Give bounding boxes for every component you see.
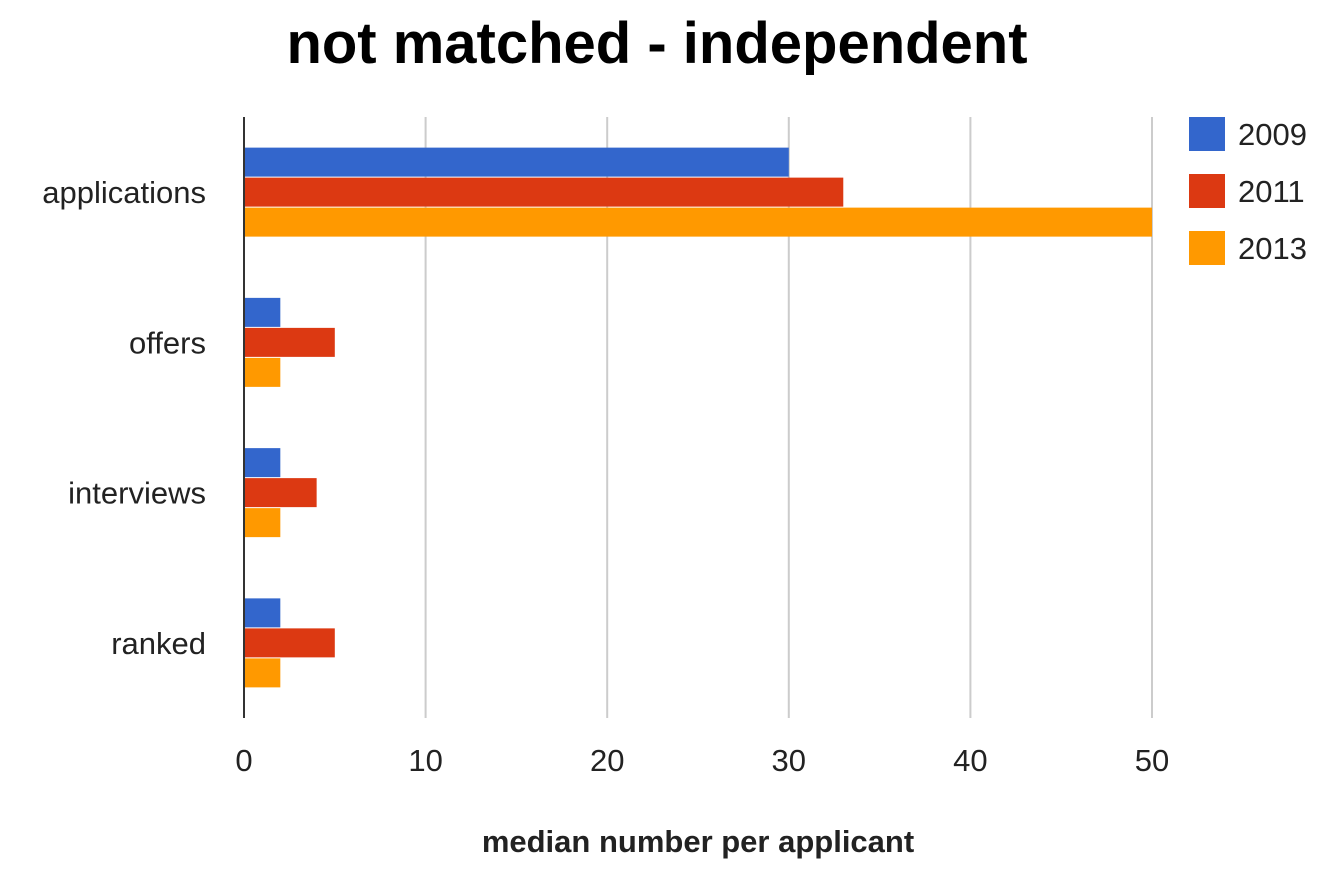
bar-2009-ranked xyxy=(244,598,281,628)
bar-2013-applications xyxy=(244,207,1152,237)
x-tick-label: 10 xyxy=(408,743,442,778)
x-tick-label: 0 xyxy=(235,743,252,778)
bar-2011-interviews xyxy=(244,478,317,508)
legend: 2009 2011 2013 xyxy=(1189,117,1307,266)
gridlines xyxy=(424,117,1153,718)
x-tick-label: 50 xyxy=(1135,743,1169,778)
legend-swatch-2009 xyxy=(1189,117,1225,151)
category-labels: applications offers interviews ranked xyxy=(42,175,206,661)
chart-title: not matched - independent xyxy=(286,11,1027,76)
x-axis-label: median number per applicant xyxy=(482,824,914,859)
category-label: ranked xyxy=(111,626,206,661)
legend-swatch-2011 xyxy=(1189,174,1225,208)
legend-swatch-2013 xyxy=(1189,231,1225,265)
category-label: offers xyxy=(129,325,206,360)
x-tick-label: 40 xyxy=(953,743,987,778)
category-label: applications xyxy=(42,175,206,210)
category-label: interviews xyxy=(68,476,206,511)
legend-label: 2009 xyxy=(1238,117,1307,152)
x-tick-label: 30 xyxy=(772,743,806,778)
x-tick-labels: 0 10 20 30 40 50 xyxy=(235,743,1169,778)
bar-2013-ranked xyxy=(244,658,281,688)
x-tick-label: 20 xyxy=(590,743,624,778)
bar-2013-interviews xyxy=(244,508,281,538)
legend-label: 2011 xyxy=(1238,174,1305,209)
bar-2011-ranked xyxy=(244,628,335,658)
bars xyxy=(244,147,1152,688)
bar-2009-applications xyxy=(244,147,789,177)
bar-2013-offers xyxy=(244,357,281,387)
bar-2011-offers xyxy=(244,327,335,357)
legend-label: 2013 xyxy=(1238,231,1307,266)
bar-2009-interviews xyxy=(244,448,281,478)
bar-2009-offers xyxy=(244,297,281,327)
bar-2011-applications xyxy=(244,177,844,207)
